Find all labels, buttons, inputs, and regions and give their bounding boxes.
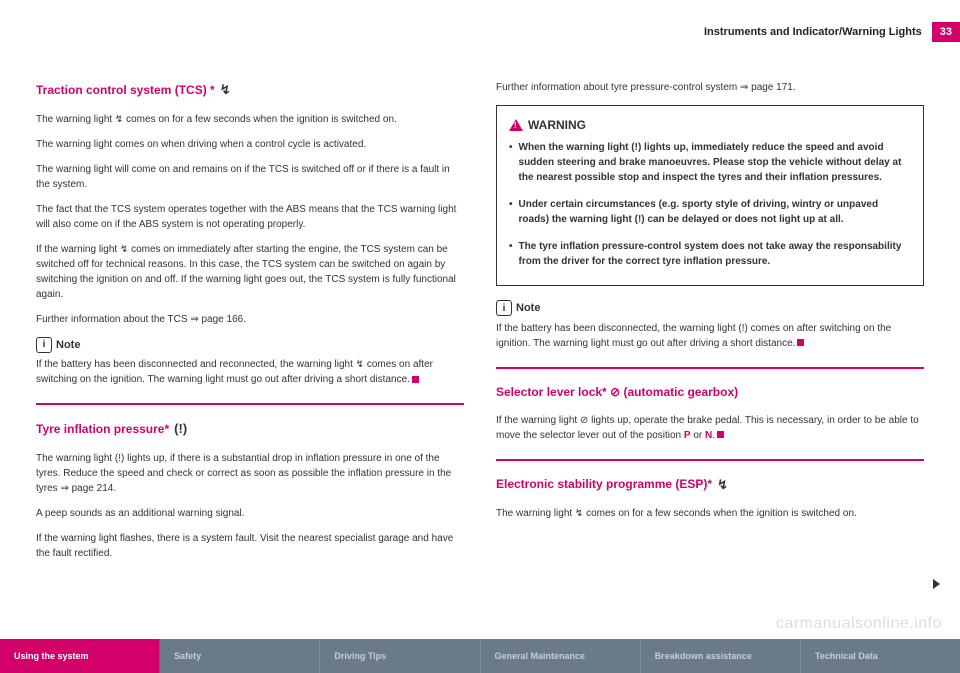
note-body: If the battery has been disconnected and…	[36, 359, 433, 385]
page-number: 33	[932, 22, 960, 42]
heading-text: Tyre inflation pressure*	[36, 420, 169, 438]
section-heading-selector: Selector lever lock* ⊘ (automatic gearbo…	[496, 383, 924, 401]
note-text: If the battery has been disconnected and…	[36, 357, 464, 387]
note-label: Note	[516, 300, 540, 317]
warning-bullet: • The tyre inflation pressure-control sy…	[509, 239, 911, 275]
warning-bullet: • When the warning light (!) lights up, …	[509, 140, 911, 191]
paragraph: The fact that the TCS system operates to…	[36, 202, 464, 232]
paragraph: The warning light will come on and remai…	[36, 162, 464, 192]
header-title: Instruments and Indicator/Warning Lights	[704, 26, 922, 38]
watermark: carmanualsonline.info	[776, 615, 942, 633]
warning-triangle-icon	[509, 119, 523, 131]
warning-title: WARNING	[509, 116, 911, 134]
end-mark-icon	[717, 431, 724, 438]
note-body: If the battery has been disconnected, th…	[496, 323, 891, 349]
warning-text: The tyre inflation pressure-control syst…	[519, 239, 911, 269]
right-column: Further information about tyre pressure-…	[496, 80, 924, 613]
footer-tab-technical[interactable]: Technical Data	[801, 639, 960, 673]
heading-text: Selector lever lock* ⊘ (automatic gearbo…	[496, 383, 738, 401]
bullet-dot-icon: •	[509, 239, 513, 275]
text-fragment: .	[712, 430, 715, 441]
footer-tab-driving-tips[interactable]: Driving Tips	[320, 639, 480, 673]
note-heading: i Note	[496, 300, 924, 317]
warning-text: When the warning light (!) lights up, im…	[519, 140, 911, 185]
section-divider	[496, 367, 924, 369]
note-label: Note	[56, 337, 80, 354]
bullet-dot-icon: •	[509, 140, 513, 191]
paragraph: The warning light ↯ comes on for a few s…	[496, 506, 924, 521]
footer-tabs: Using the system Safety Driving Tips Gen…	[0, 639, 960, 673]
note-text: If the battery has been disconnected, th…	[496, 321, 924, 351]
end-mark-icon	[412, 376, 419, 383]
footer-tab-safety[interactable]: Safety	[160, 639, 320, 673]
gear-p: P	[684, 430, 691, 441]
warning-text: Under certain circumstances (e.g. sporty…	[519, 197, 911, 227]
content-columns: Traction control system (TCS) * ↯ The wa…	[36, 80, 924, 613]
heading-text: Traction control system (TCS) *	[36, 81, 215, 99]
manual-page: Instruments and Indicator/Warning Lights…	[0, 0, 960, 673]
tyre-pressure-icon: (!)	[174, 419, 187, 439]
paragraph: The warning light ↯ comes on for a few s…	[36, 112, 464, 127]
heading-text: Electronic stability programme (ESP)*	[496, 475, 712, 493]
text-fragment: or	[691, 430, 705, 441]
paragraph: Further information about tyre pressure-…	[496, 80, 924, 95]
info-icon: i	[496, 300, 512, 316]
tcs-icon: ↯	[220, 80, 231, 100]
paragraph: The warning light comes on when driving …	[36, 137, 464, 152]
paragraph: If the warning light ↯ comes on immediat…	[36, 242, 464, 302]
end-mark-icon	[797, 339, 804, 346]
paragraph: The warning light (!) lights up, if ther…	[36, 451, 464, 496]
paragraph: Further information about the TCS ⇒ page…	[36, 312, 464, 327]
footer-tab-using-system[interactable]: Using the system	[0, 639, 160, 673]
section-heading-tcs: Traction control system (TCS) * ↯	[36, 80, 464, 100]
paragraph: A peep sounds as an additional warning s…	[36, 506, 464, 521]
section-divider	[36, 403, 464, 405]
left-column: Traction control system (TCS) * ↯ The wa…	[36, 80, 464, 613]
esp-icon: ↯	[717, 475, 728, 495]
page-header: Instruments and Indicator/Warning Lights…	[704, 22, 960, 42]
warning-box: WARNING • When the warning light (!) lig…	[496, 105, 924, 286]
footer-tab-maintenance[interactable]: General Maintenance	[481, 639, 641, 673]
info-icon: i	[36, 337, 52, 353]
footer-tab-breakdown[interactable]: Breakdown assistance	[641, 639, 801, 673]
note-heading: i Note	[36, 337, 464, 354]
section-heading-tyre: Tyre inflation pressure* (!)	[36, 419, 464, 439]
warning-bullet: • Under certain circumstances (e.g. spor…	[509, 197, 911, 233]
section-heading-esp: Electronic stability programme (ESP)* ↯	[496, 475, 924, 495]
bullet-dot-icon: •	[509, 197, 513, 233]
continue-arrow-icon	[933, 579, 940, 589]
paragraph: If the warning light flashes, there is a…	[36, 531, 464, 561]
paragraph: If the warning light ⊘ lights up, operat…	[496, 413, 924, 443]
warning-label: WARNING	[528, 116, 586, 134]
section-divider	[496, 459, 924, 461]
